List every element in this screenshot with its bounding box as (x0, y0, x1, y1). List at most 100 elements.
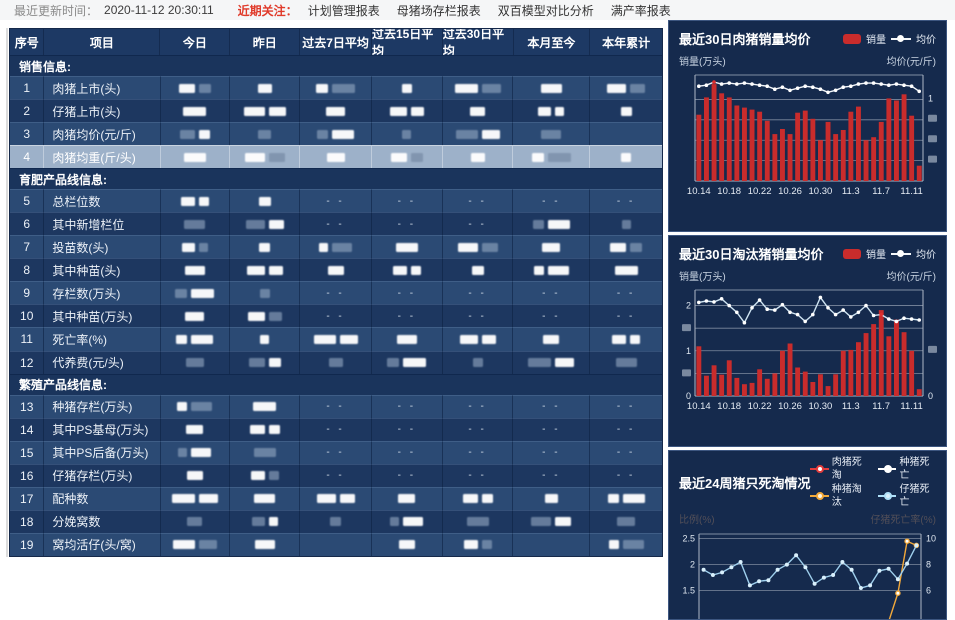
row-index: 13 (10, 395, 44, 418)
data-cell (161, 327, 231, 350)
data-cell (513, 487, 590, 510)
data-cell: - - (513, 304, 590, 327)
legend-item-2[interactable]: 种猪淘汰 (810, 483, 868, 509)
chart-legend[interactable]: 销量 均价 (843, 246, 936, 261)
redacted-block (607, 84, 626, 93)
redacted-block (398, 494, 415, 503)
mortality-legend[interactable]: 肉猪死淘种猪死亡种猪淘汰仔猪死亡 (810, 456, 936, 509)
redacted-block (528, 358, 551, 367)
row-label: 其中PS基母(万头) (44, 418, 160, 441)
row-index: 6 (10, 212, 44, 235)
legend-item-1[interactable]: 种猪死亡 (878, 456, 936, 482)
redacted-block (482, 130, 500, 139)
legend-item-0[interactable]: 肉猪死淘 (810, 456, 868, 482)
data-cell (513, 76, 590, 99)
data-cell (443, 258, 514, 281)
dash-placeholder: - - (398, 288, 416, 299)
bar (719, 93, 724, 181)
redacted-block (534, 266, 544, 275)
data-cell (590, 122, 662, 145)
redacted-block (252, 517, 265, 526)
legend-item-3[interactable]: 仔猪死亡 (878, 483, 936, 509)
report-tab-0[interactable]: 计划管理报表 (308, 2, 380, 19)
row-index: 19 (10, 533, 44, 556)
header-cell-6: 过去30日平均 (443, 29, 514, 55)
redacted-block (332, 243, 352, 252)
data-cell: - - (590, 464, 662, 487)
row-index: 2 (10, 99, 44, 122)
data-cell (443, 510, 514, 533)
report-tab-3[interactable]: 满产率报表 (611, 2, 671, 19)
svg-text:2: 2 (690, 560, 695, 570)
redacted-block (328, 266, 344, 275)
redacted-block (245, 153, 265, 162)
report-tab-2[interactable]: 双百模型对比分析 (498, 2, 594, 19)
row-label: 肉猪均价(元/斤) (44, 122, 160, 145)
dash-placeholder: - - (326, 311, 344, 322)
data-cell (300, 510, 372, 533)
redacted-block (403, 517, 423, 526)
redacted-block (458, 243, 478, 252)
dash-placeholder: - - (468, 311, 486, 322)
svg-text:10.18: 10.18 (717, 186, 741, 197)
bar (871, 324, 876, 396)
redacted-block (608, 494, 619, 503)
data-cell: - - (513, 418, 590, 441)
redacted-block (248, 312, 265, 321)
redacted-block (249, 358, 265, 367)
header-cell-2: 今日 (160, 29, 230, 55)
svg-text:10.14: 10.14 (687, 401, 711, 412)
redacted-block (621, 107, 632, 116)
redacted-block (621, 153, 631, 162)
bar (848, 112, 853, 181)
legend-label: 种猪淘汰 (832, 483, 869, 509)
redacted-block (533, 220, 544, 229)
right-axis-label: 均价(元/斤) (887, 53, 936, 68)
data-cell (443, 327, 514, 350)
redacted-block (455, 84, 478, 93)
chart-title: 最近24周猪只死淘情况 (679, 473, 810, 492)
chart-legend[interactable]: 销量 均价 (843, 31, 936, 46)
redacted-block (460, 335, 478, 344)
bar (917, 389, 922, 396)
data-cell (372, 510, 443, 533)
report-tab-1[interactable]: 母猪场存栏报表 (397, 2, 481, 19)
redacted-block (482, 243, 498, 252)
data-cell: - - (372, 304, 443, 327)
redacted-block (260, 335, 269, 344)
redacted-block (482, 494, 493, 503)
data-cell (443, 145, 514, 168)
dash-placeholder: - - (542, 424, 560, 435)
redacted-block (470, 107, 485, 116)
dash-placeholder: - - (398, 311, 416, 322)
data-cell: - - (443, 281, 514, 304)
bar (871, 137, 876, 181)
redacted-block (258, 84, 272, 93)
left-scrollbar[interactable] (6, 28, 8, 557)
bar (803, 372, 808, 396)
